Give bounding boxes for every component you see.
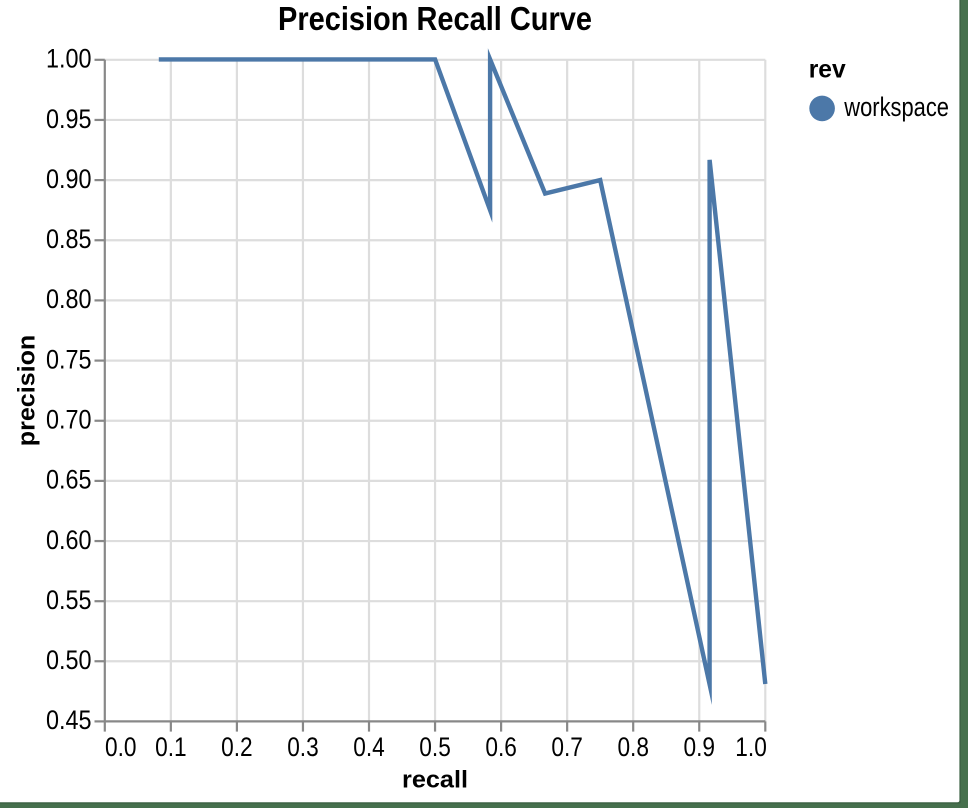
svg-text:1.0: 1.0: [735, 732, 767, 762]
svg-text:Precision Recall Curve: Precision Recall Curve: [278, 0, 592, 37]
svg-text:1.00: 1.00: [46, 44, 92, 74]
svg-text:0.45: 0.45: [46, 705, 92, 735]
svg-text:0.95: 0.95: [46, 104, 92, 134]
svg-text:0.7: 0.7: [551, 732, 583, 762]
svg-text:0.5: 0.5: [419, 732, 451, 762]
svg-text:precision: precision: [13, 335, 40, 447]
svg-text:0.3: 0.3: [287, 732, 319, 762]
svg-text:0.70: 0.70: [46, 405, 92, 435]
svg-text:0.85: 0.85: [46, 224, 92, 254]
svg-text:0.1: 0.1: [155, 732, 187, 762]
svg-text:rev: rev: [809, 56, 846, 84]
svg-text:recall: recall: [402, 766, 468, 793]
svg-text:0.55: 0.55: [46, 585, 92, 615]
svg-text:0.50: 0.50: [46, 645, 92, 675]
svg-text:0.60: 0.60: [46, 525, 92, 555]
svg-text:0.2: 0.2: [221, 732, 253, 762]
svg-text:0.6: 0.6: [485, 732, 517, 762]
svg-text:0.9: 0.9: [684, 732, 716, 762]
svg-text:0.75: 0.75: [46, 344, 92, 374]
svg-text:0.90: 0.90: [46, 164, 92, 194]
svg-text:0.4: 0.4: [353, 732, 385, 762]
svg-text:0.65: 0.65: [46, 465, 92, 495]
svg-text:0.0: 0.0: [105, 732, 137, 762]
svg-text:workspace: workspace: [843, 92, 949, 122]
svg-text:0.8: 0.8: [617, 732, 649, 762]
svg-text:0.80: 0.80: [46, 284, 92, 314]
